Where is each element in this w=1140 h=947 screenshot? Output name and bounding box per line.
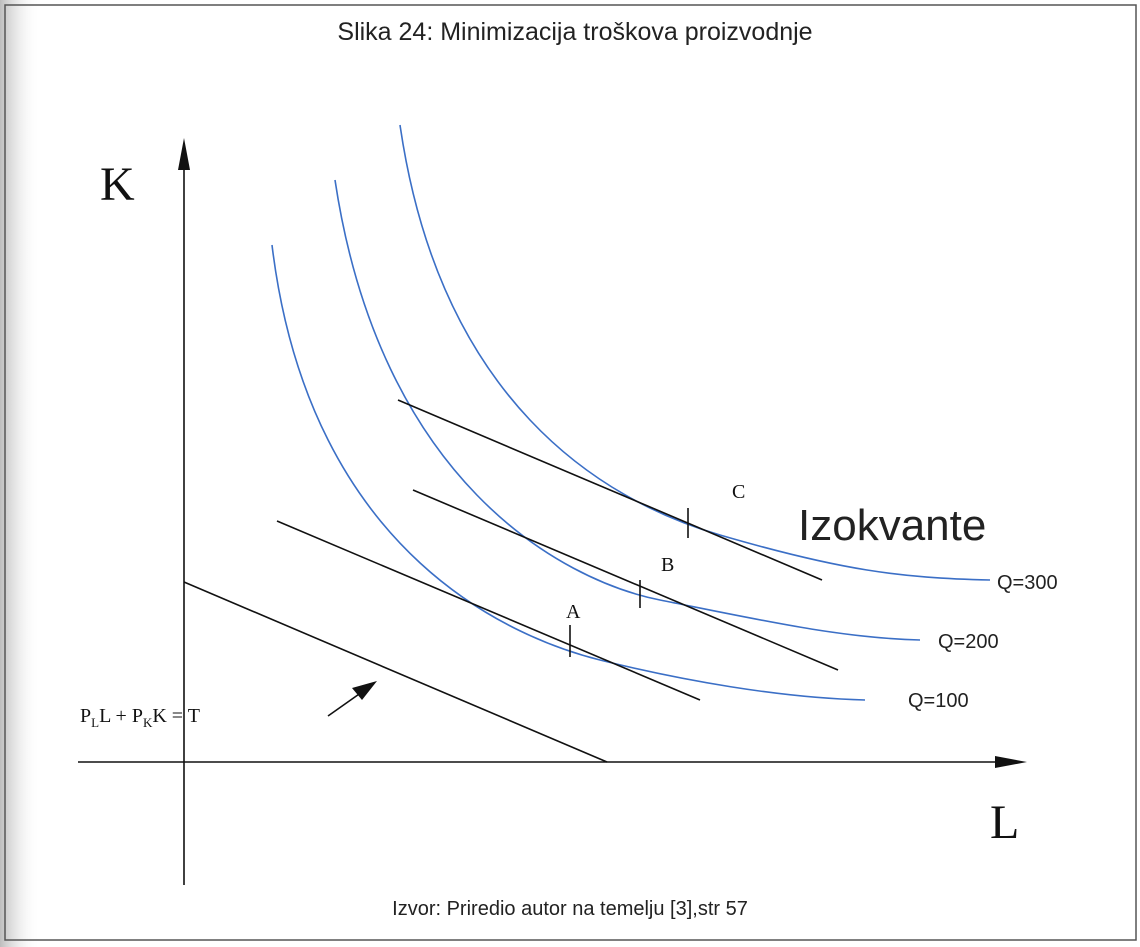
source: Izvor: Priredio autor na temelju [3],str… [392, 898, 748, 920]
curve-label: Q=100 [908, 690, 969, 712]
curve-label: Q=200 [938, 631, 999, 653]
point-label: B [661, 554, 674, 576]
equation-subscript: K [143, 715, 153, 730]
point-label: C [732, 481, 745, 503]
point-label: A [566, 601, 581, 623]
curve-label: Q=300 [997, 572, 1058, 594]
equation-subscript: L [91, 715, 99, 730]
x-arrow [995, 756, 1027, 768]
isocost-line [412, 489, 839, 671]
title: Slika 24: Minimizacija troškova proizvod… [337, 18, 812, 46]
isocost-line [397, 399, 823, 581]
isocost-line [183, 581, 608, 763]
pointer-arrow [327, 691, 363, 717]
equation-part: K = T [152, 705, 200, 727]
equation: PLL + PKK = T [80, 705, 200, 730]
isoquant [271, 244, 866, 701]
isoquant [399, 124, 991, 581]
scan-edge [0, 0, 40, 947]
isoquant [334, 179, 921, 641]
y-arrow [178, 138, 190, 170]
pointer-arrow-head [352, 681, 377, 700]
equation-part: L + P [99, 705, 143, 727]
x-axis-label: L [990, 796, 1019, 849]
equation-part: P [80, 705, 91, 727]
curve-group-label: Izokvante [798, 501, 986, 550]
frame [4, 4, 1137, 941]
y-axis-label: K [100, 158, 135, 211]
isocost-line [276, 520, 701, 701]
